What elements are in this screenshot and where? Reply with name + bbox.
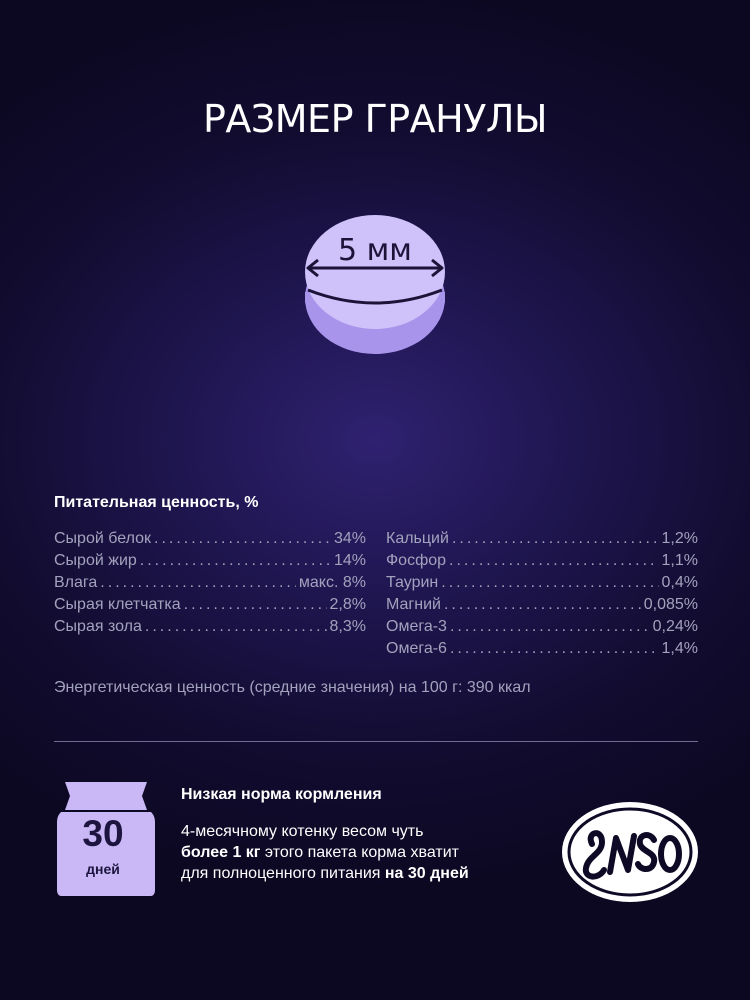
nutrition-row: Сырая зола..............................…: [54, 618, 366, 635]
nutrition-row: Таурин.............................. 0,4%: [386, 574, 698, 591]
brand-logo: [562, 802, 698, 902]
nutrition-row: Омега-3..............................0,2…: [386, 618, 698, 635]
nutrition-row: Магний..............................0,08…: [386, 596, 698, 613]
page-title: РАЗМЕР ГРАНУЛЫ: [203, 97, 547, 141]
granule-illustration: 5 мм: [305, 215, 445, 354]
granule-size-label: 5 мм: [338, 233, 412, 268]
nutrition-row: Влага..............................макс.…: [54, 574, 366, 591]
energy-value-text: Энергетическая ценность (средние значени…: [54, 679, 531, 696]
bag-days-number: 30: [82, 813, 124, 854]
nutrition-heading: Питательная ценность, %: [54, 494, 259, 511]
feeding-description: 4-месячному котенку весом чуть более 1 к…: [181, 823, 469, 882]
food-bag-icon: [57, 782, 155, 896]
bag-days-unit: дней: [86, 861, 120, 877]
nutrition-row: Сырой белок.............................…: [54, 530, 366, 547]
nutrition-column-left: Сырой белок.............................…: [54, 528, 366, 638]
nutrition-row: Сырая клетчатка.........................…: [54, 596, 366, 613]
nutrition-row: Фосфор.............................. 1,1%: [386, 552, 698, 569]
nutrition-column-right: Кальций.............................. 1,2…: [386, 528, 698, 660]
feeding-title: Низкая норма кормления: [181, 786, 382, 803]
divider: [54, 741, 698, 742]
nutrition-row: Сырой жир..............................1…: [54, 552, 366, 569]
nutrition-row: Омега-6.............................. 1,4…: [386, 640, 698, 657]
nutrition-row: Кальций.............................. 1,2…: [386, 530, 698, 547]
